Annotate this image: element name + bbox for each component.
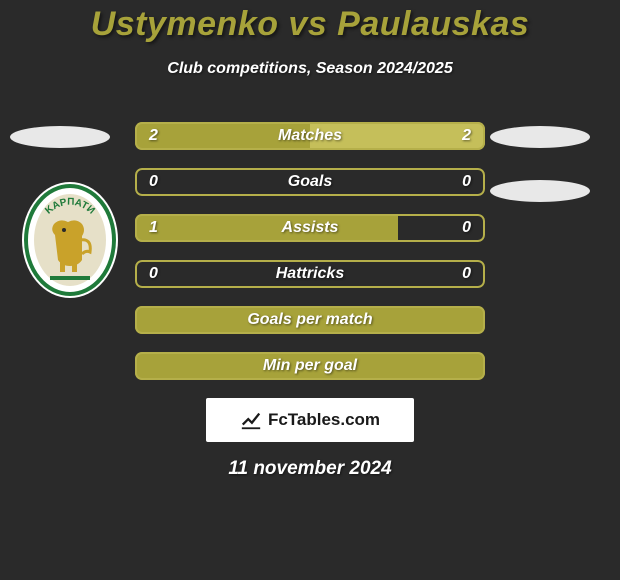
stat-bar: Matches2 2: [135, 122, 485, 150]
stat-value-right: 0: [448, 260, 485, 288]
stat-label: Goals per match: [135, 306, 485, 334]
stat-value-left: 0: [135, 168, 172, 196]
stat-bar: Goals per match: [135, 306, 485, 334]
stat-label: Min per goal: [135, 352, 485, 380]
stat-bar: Min per goal: [135, 352, 485, 380]
stat-label: Matches: [135, 122, 485, 150]
stat-rows: Matches22Goals00Assists10Hattricks00Goal…: [0, 122, 620, 380]
stat-value-right: 0: [448, 168, 485, 196]
stat-label: Goals: [135, 168, 485, 196]
fctables-text: FcTables.com: [268, 410, 380, 430]
stat-row: Min per goal: [0, 352, 620, 380]
stat-bar: Hattricks0 0: [135, 260, 485, 288]
stat-row: Hattricks0 0: [0, 260, 620, 288]
stat-value-left: 0: [135, 260, 172, 288]
stat-label: Assists: [135, 214, 485, 242]
stat-value-right: 0: [448, 214, 485, 242]
chart-icon: [240, 409, 262, 431]
stat-label: Hattricks: [135, 260, 485, 288]
stat-row: Matches2 2: [0, 122, 620, 150]
subtitle: Club competitions, Season 2024/2025: [0, 60, 620, 78]
stat-value-left: 1: [135, 214, 172, 242]
stat-bar: Goals0 0: [135, 168, 485, 196]
stat-value-right: 2: [448, 122, 485, 150]
fctables-logo: FcTables.com: [206, 398, 414, 442]
infographic: Ustymenko vs Paulauskas Club competition…: [0, 0, 620, 480]
stat-value-left: 2: [135, 122, 172, 150]
stat-row: Assists1 0: [0, 214, 620, 242]
stat-row: Goals per match: [0, 306, 620, 334]
date-text: 11 november 2024: [0, 458, 620, 480]
stat-bar: Assists1 0: [135, 214, 485, 242]
page-title: Ustymenko vs Paulauskas: [0, 0, 620, 44]
stat-row: Goals0 0: [0, 168, 620, 196]
